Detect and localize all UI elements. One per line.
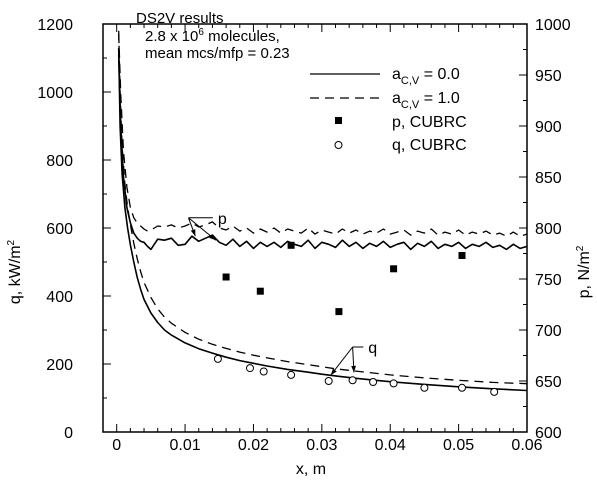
legend-entry-solid: aC,V = 0.0 [392,66,460,87]
y-axis-left-title: q, kW/m2 [6,239,24,304]
x-tick-label: 0.05 [443,437,474,454]
legend-circle-marker [334,141,343,149]
q-cubrc-point [246,364,254,373]
legend-entry-solid-rest: = 0.0 [419,66,460,83]
y-axis-left-title-text: q, kW/m [7,245,24,304]
legend-entry-p-cubrc: p, CUBRC [392,114,467,131]
q-cubrc-point [389,379,398,388]
callout-p-label: p [218,211,227,228]
legend-entry-dashed-main: a [392,90,401,107]
y-right-tick-label: 800 [535,221,562,238]
p-cubrc-point [335,308,343,316]
q-cubrc-point [287,370,296,379]
q-cubrc-point [369,378,378,386]
y-left-tick-label: 400 [46,289,73,306]
markers-layer [213,241,499,396]
y-right-tick-label: 650 [535,374,562,391]
x-tick-label: 0.01 [169,437,200,454]
legend: aC,V = 0.0 aC,V = 1.0 p, CUBRC q, CUBRC [310,66,467,154]
y-axis-right-title-text: p, N/m [576,251,593,298]
annotation-line-2-pre: 2.8 x 10 [145,28,198,45]
q-cubrc-point [259,367,268,376]
q-cubrc-point [324,377,333,385]
y-right-tick-label: 900 [535,119,562,136]
legend-square-marker [335,117,342,124]
y-right-tick-label: 850 [535,170,562,187]
x-tick-label: 0 [112,437,121,454]
q-cubrc-point [420,383,429,392]
y-axis-left-title-sup: 2 [6,239,17,245]
p-cubrc-point [256,287,264,295]
p-cubrc-point [458,252,466,259]
callout-q-arrowhead-1 [330,368,337,376]
callouts-layer: pq [188,211,377,376]
y-left-tick-label: 0 [64,425,73,442]
legend-entry-dashed-sub: C,V [401,99,420,111]
callout-q-label: q [368,340,377,357]
y-right-tick-label: 950 [535,68,562,85]
ticks-layer [103,23,528,433]
x-tick-label: 0.02 [238,437,269,454]
tick-labels-layer: 0 0.01 0.02 0.03 0.04 0.05 0.06 0 200 400 600 800 10… [37,17,570,454]
legend-entry-solid-sub: C,V [401,75,420,87]
y-right-tick-label: 1000 [535,17,571,34]
callout-p-arrowhead-1 [190,229,196,237]
y-axis-right-title-sup: 2 [575,245,586,251]
y-left-tick-label: 800 [46,153,73,170]
y-axis-right-title: p, N/m2 [575,245,593,298]
legend-entry-solid-main: a [392,66,401,83]
y-left-tick-label: 1000 [37,85,73,102]
annotation-line-2: 2.8 x 106 molecules, [145,27,280,45]
annotation-line-1: DS2V results [136,10,224,27]
q-cubrc-point [213,354,222,363]
y-right-tick-label: 600 [535,425,562,442]
y-left-tick-label: 600 [46,221,73,238]
annotation-line-3: mean mcs/mfp = 0.23 [145,45,290,62]
annotation-line-2-post: molecules, [204,28,280,45]
x-axis-title: x, m [296,461,326,478]
p-cubrc-point [390,265,398,273]
x-tick-label: 0.06 [511,437,542,454]
legend-entry-dashed-rest: = 1.0 [419,90,460,107]
y-right-tick-label: 700 [535,323,562,340]
legend-entry-q-cubrc: q, CUBRC [392,137,467,154]
p-cubrc-point [222,273,230,281]
y-left-tick-label: 1200 [37,17,73,34]
legend-entry-dashed: aC,V = 1.0 [392,90,460,111]
annotation-line-2-sup: 6 [198,27,204,38]
q-cubrc-point [348,376,357,385]
p-cubrc-point [287,241,295,249]
x-tick-label: 0.04 [375,437,406,454]
q-cubrc-point [490,387,499,396]
callout-q-arrowhead-2 [351,365,356,373]
series-line-3 [117,54,527,251]
callout-p-arrowhead-2 [209,234,216,241]
y-right-tick-label: 750 [535,272,562,289]
q-cubrc-point [458,383,466,392]
series-line-2 [118,30,527,385]
y-left-tick-label: 200 [46,357,73,374]
series-line-4 [118,34,527,237]
annotation-block: DS2V results 2.8 x 106 molecules, mean m… [136,10,290,62]
x-tick-label: 0.03 [306,437,337,454]
